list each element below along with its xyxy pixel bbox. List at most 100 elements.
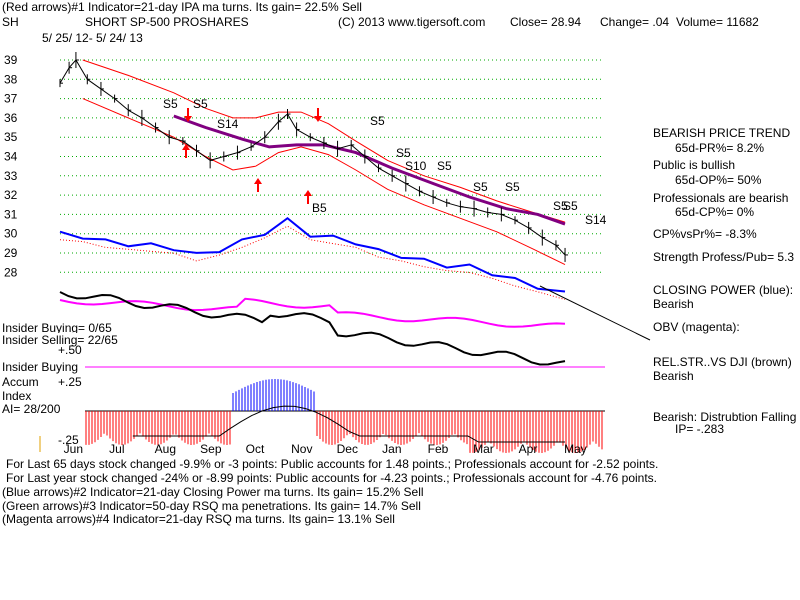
price-close-segment (87, 78, 102, 90)
price-tick-label: 37 (4, 92, 18, 106)
cp-value: 65d-CP%= 0% (675, 205, 755, 219)
signal-s10: S10 (405, 159, 427, 173)
price-close-segment (250, 136, 266, 148)
price-close-segment (155, 127, 170, 138)
signal-b5: B5 (312, 201, 327, 215)
moving-average-line (173, 114, 566, 226)
relstr-state: Bearish (653, 369, 694, 383)
month-label: Apr (519, 442, 538, 456)
price-close-segment (378, 167, 393, 177)
indicator-4-title: (Magenta arrows)#4 Indicator=21-day RSQ … (2, 512, 395, 526)
relative-strength-line (59, 291, 566, 366)
price-close-segment (223, 152, 238, 157)
price-close-segment (473, 208, 488, 213)
insider-buying-ratio: Insider Buying= 0/65 (2, 321, 112, 335)
signal-s5: S5 (437, 159, 452, 173)
price-close-segment (196, 150, 211, 161)
month-label: Mar (473, 442, 494, 456)
professionals-status: Professionals are bearish (653, 191, 789, 205)
price-close-segment (405, 183, 420, 192)
month-label: Jun (64, 442, 83, 456)
closing-power-line (59, 216, 566, 293)
insider-selling-ratio: Insider Selling= 22/65 (2, 333, 118, 347)
price-close-segment (141, 117, 156, 128)
copyright: (C) 2013 www.tigersoft.com (338, 15, 486, 29)
price-close-segment (364, 156, 379, 169)
obv-label: OBV (magenta): (653, 320, 740, 334)
month-label: Dec (337, 442, 358, 456)
month-label: May (564, 442, 587, 456)
ai-value: AI= 28/200 (2, 402, 61, 416)
month-label: Sep (200, 442, 222, 456)
price-close-segment (169, 136, 183, 142)
price-tick-label: 32 (4, 188, 18, 202)
footer-last-year: For Last year stock changed -24% or -8.9… (6, 471, 658, 485)
red-signal-arrowhead (304, 190, 312, 196)
signal-s5: S5 (473, 180, 488, 194)
security-name: SHORT SP-500 PROSHARES (85, 15, 249, 29)
price-close-segment (446, 202, 461, 208)
price-close-segment (555, 244, 566, 256)
price-close-segment (501, 213, 516, 221)
red-signal-arrowhead (254, 178, 262, 184)
price-tick-label: 33 (4, 169, 18, 183)
month-label: Oct (246, 442, 265, 456)
ticker-symbol: SH (2, 15, 19, 29)
month-label: Jul (109, 442, 124, 456)
price-close-segment (128, 109, 143, 119)
price-close-segment (287, 113, 298, 130)
price-close-segment (68, 59, 77, 69)
price-close-segment (391, 175, 407, 184)
price-close-segment (237, 146, 252, 154)
month-label: Aug (155, 442, 176, 456)
op-value: 65d-OP%= 50% (675, 173, 762, 187)
indicator-1-title: (Red arrows)#1 Indicator=21-day IPA ma t… (2, 0, 362, 14)
month-label: Nov (291, 442, 312, 456)
price-tick-label: 28 (4, 265, 18, 279)
price-tick-label: 30 (4, 227, 18, 241)
price-close-segment (432, 196, 447, 204)
price-tick-label: 35 (4, 130, 18, 144)
public-status: Public is bullish (653, 158, 736, 172)
accum-tick-plus25: +.25 (58, 375, 82, 389)
signal-s5: S5 (553, 199, 568, 213)
price-close-segment (460, 206, 475, 210)
closing-power-ma-line (59, 225, 566, 300)
closing-power-state: Bearish (653, 297, 694, 311)
accum-tick-plus50: +.50 (58, 343, 82, 357)
price-tick-label: 31 (4, 207, 18, 221)
indicator-2-title: (Blue arrows)#2 Indicator=21-day Closing… (2, 485, 424, 499)
price-close-segment (310, 136, 325, 144)
price-tick-label: 29 (4, 246, 18, 260)
price-close-segment (514, 219, 529, 229)
upper-band-line (82, 59, 566, 223)
price-close-segment (182, 140, 197, 152)
accum-label: Accum (2, 375, 39, 389)
indicator-3-title: (Green arrows)#3 Indicator=50-day RSQ ma… (2, 499, 421, 513)
red-signal-arrowhead (182, 144, 190, 150)
obv-line (59, 297, 566, 328)
date-range: 5/ 25/ 12- 5/ 24/ 13 (42, 31, 143, 45)
signal-s14: S14 (585, 213, 607, 227)
distribution-status: Bearish: Distrubtion Falling (653, 410, 797, 424)
volume-value: Volume= 11682 (676, 15, 759, 29)
red-signal-arrowhead (184, 116, 192, 122)
signal-s14: S14 (217, 117, 239, 131)
signal-s5: S5 (396, 146, 411, 160)
insider-buying-label: Insider Buying (2, 360, 79, 374)
red-signal-arrowhead (314, 116, 322, 122)
accum-tick-minus25: -.25 (58, 433, 79, 447)
signal-s5: S5 (563, 199, 578, 213)
price-close-segment (296, 129, 311, 138)
price-close-segment (487, 211, 502, 215)
closing-power-label: CLOSING POWER (blue): (653, 283, 794, 297)
pr-value: 65d-PR%= 8.2% (675, 141, 765, 155)
price-close-segment (210, 156, 224, 161)
relstr-label: REL.STR..VS DJI (brown) (653, 355, 792, 369)
price-tick-label: 39 (4, 53, 18, 67)
signal-s5: S5 (370, 114, 385, 128)
change-value: Change= .04 (600, 15, 670, 29)
index-label: Index (2, 389, 32, 403)
price-close-segment (278, 113, 288, 123)
